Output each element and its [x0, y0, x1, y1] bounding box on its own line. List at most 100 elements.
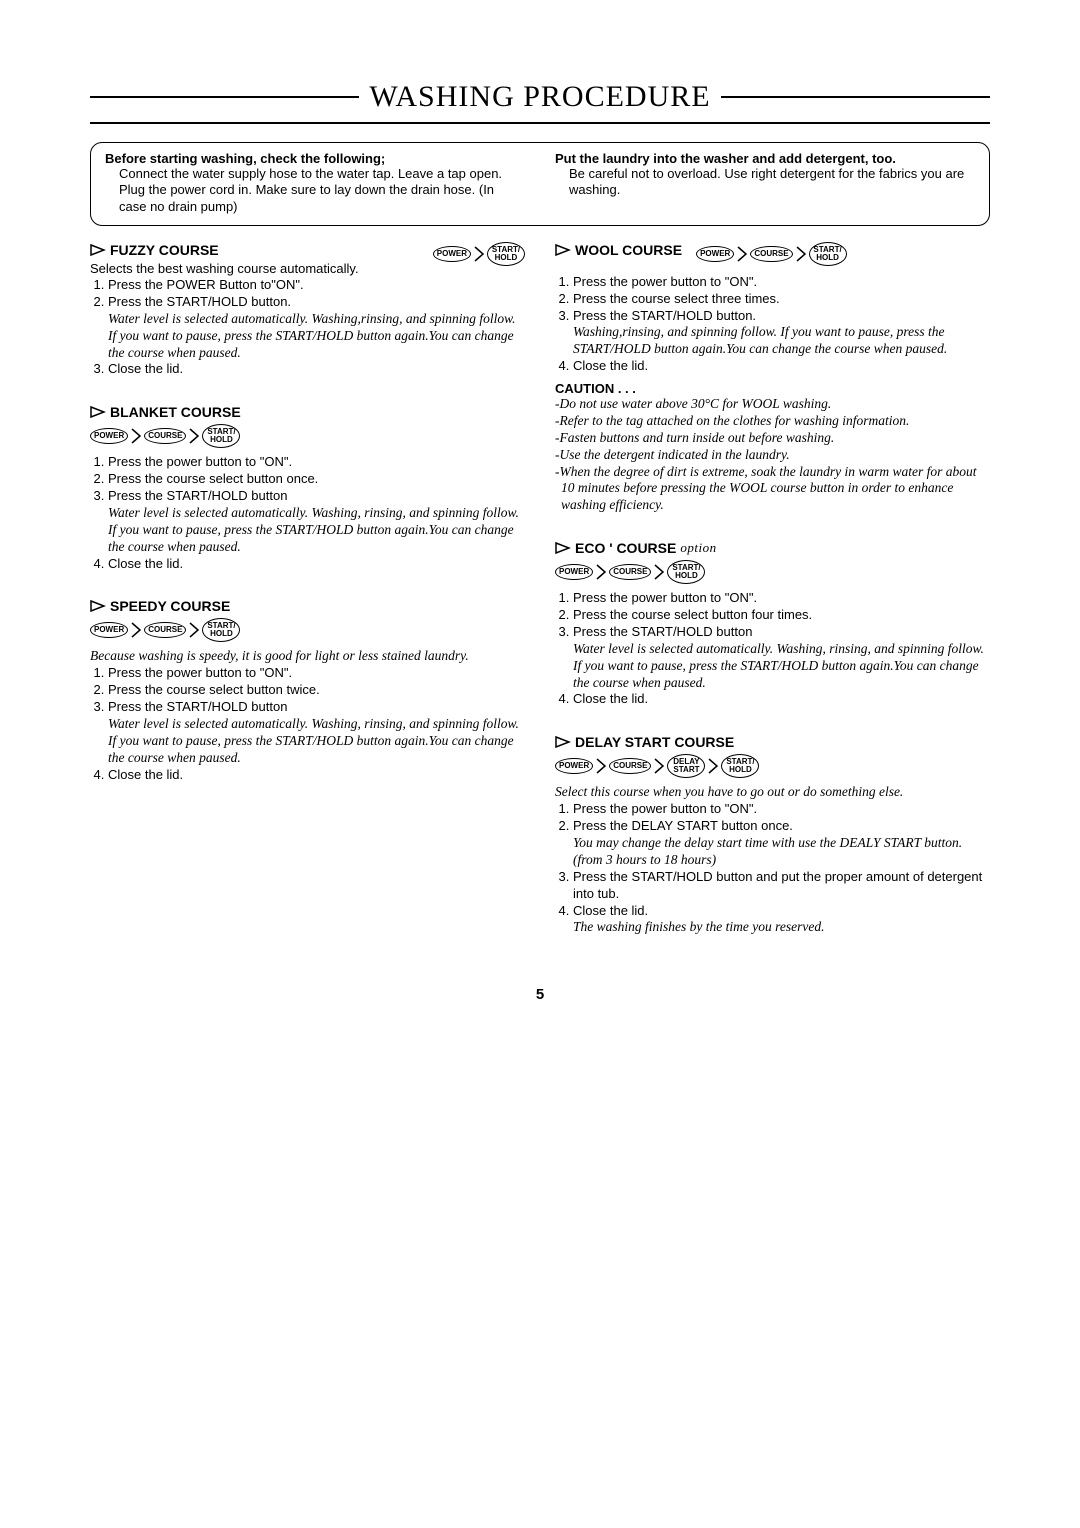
chevron-right-icon [90, 406, 106, 418]
speedy-steps: Press the power button to "ON". Press th… [90, 665, 525, 783]
delay-note4: The washing finishes by the time you res… [573, 919, 990, 936]
eco-steps: Press the power button to "ON". Press th… [555, 590, 990, 708]
eco-section: ECO ' COURSE option POWER COURSE START/H… [555, 540, 990, 708]
blanket-step1: Press the power button to "ON". [108, 454, 525, 471]
wool-c3: -Fasten buttons and turn inside out befo… [555, 430, 990, 447]
left-column: FUZZY COURSE Selects the best washing co… [90, 242, 525, 963]
blanket-title: BLANKET COURSE [110, 404, 241, 420]
rule-line-left [90, 96, 359, 98]
sh-l2: HOLD [671, 572, 701, 580]
eco-btnseq: POWER COURSE START/HOLD [555, 560, 990, 584]
start-hold-button: START/HOLD [667, 560, 705, 584]
wool-btnseq: POWER COURSE START/HOLD [696, 242, 846, 266]
speedy-step4: Close the lid. [108, 767, 525, 784]
delay-btnseq: POWER COURSE DELAYSTART START/HOLD [555, 754, 990, 778]
blanket-step4: Close the lid. [108, 556, 525, 573]
chevron-right-icon [90, 600, 106, 612]
delay-step4-text: Close the lid. [573, 903, 648, 918]
fuzzy-steps: Press the POWER Button to"ON". Press the… [90, 277, 525, 378]
start-hold-button: START/HOLD [202, 424, 240, 448]
delay-step2-text: Press the DELAY START button once. [573, 818, 793, 833]
speedy-step3: Press the START/HOLD button Water level … [108, 699, 525, 767]
sh-l2: HOLD [206, 630, 236, 638]
delay-start-button: DELAYSTART [667, 754, 705, 778]
delay-head: DELAY START COURSE [555, 734, 990, 750]
chevron-icon [189, 428, 199, 444]
power-button: POWER [555, 758, 593, 774]
fuzzy-step2-text: Press the START/HOLD button. [108, 294, 291, 309]
fuzzy-title: FUZZY COURSE [110, 242, 219, 258]
start-hold-button: START/HOLD [202, 618, 240, 642]
chevron-icon [737, 246, 747, 262]
chevron-icon [596, 564, 606, 580]
blanket-section: BLANKET COURSE POWER COURSE START/HOLD P… [90, 404, 525, 572]
wool-c5: -When the degree of dirt is extreme, soa… [555, 464, 990, 515]
chevron-icon [654, 758, 664, 774]
fuzzy-desc: Selects the best washing course automati… [90, 261, 419, 277]
chevron-icon [596, 758, 606, 774]
chevron-right-icon [555, 542, 571, 554]
delay-section: DELAY START COURSE POWER COURSE DELAYSTA… [555, 734, 990, 936]
page-title: WASHING PROCEDURE [369, 80, 710, 114]
prelude-right: Put the laundry into the washer and add … [555, 151, 975, 215]
delay-step1: Press the power button to "ON". [573, 801, 990, 818]
eco-step4: Close the lid. [573, 691, 990, 708]
course-button: COURSE [750, 246, 792, 262]
delay-title: DELAY START COURSE [575, 734, 734, 750]
chevron-icon [131, 428, 141, 444]
blanket-steps: Press the power button to "ON". Press th… [90, 454, 525, 572]
chevron-icon [708, 758, 718, 774]
rule-line-right [721, 96, 990, 98]
prelude-box: Before starting washing, check the follo… [90, 142, 990, 226]
wool-c2: -Refer to the tag attached on the clothe… [555, 413, 990, 430]
right-column: WOOL COURSE POWER COURSE START/HOLD Pres… [555, 242, 990, 963]
blanket-note: Water level is selected automatically. W… [108, 505, 525, 556]
chevron-icon [654, 564, 664, 580]
fuzzy-step3: Close the lid. [108, 361, 525, 378]
fuzzy-note: Water level is selected automatically. W… [108, 311, 525, 362]
wool-head: WOOL COURSE [555, 242, 682, 258]
sh-l2: HOLD [813, 254, 843, 262]
blanket-step2: Press the course select button once. [108, 471, 525, 488]
rule-bottom [90, 122, 990, 124]
power-button: POWER [90, 622, 128, 638]
start-hold-button: START/HOLD [487, 242, 525, 266]
prelude-right-body: Be careful not to overload. Use right de… [555, 166, 975, 199]
eco-step3-text: Press the START/HOLD button [573, 624, 752, 639]
course-button: COURSE [609, 564, 651, 580]
start-hold-button: START/HOLD [809, 242, 847, 266]
wool-steps: Press the power button to "ON". Press th… [555, 274, 990, 375]
speedy-title: SPEEDY COURSE [110, 598, 230, 614]
delay-step4: Close the lid. The washing finishes by t… [573, 903, 990, 937]
wool-note: Washing,rinsing, and spinning follow. If… [573, 324, 990, 358]
wool-step3-text: Press the START/HOLD button. [573, 308, 756, 323]
wool-section: WOOL COURSE POWER COURSE START/HOLD Pres… [555, 242, 990, 514]
delay-note2: You may change the delay start time with… [573, 835, 990, 869]
wool-step4: Close the lid. [573, 358, 990, 375]
sh-l2: HOLD [206, 436, 236, 444]
prelude-left: Before starting washing, check the follo… [105, 151, 525, 215]
chevron-icon [131, 622, 141, 638]
eco-option-badge: option [680, 540, 716, 556]
chevron-right-icon [90, 244, 106, 256]
power-button: POWER [555, 564, 593, 580]
blanket-step3: Press the START/HOLD button Water level … [108, 488, 525, 556]
eco-step1: Press the power button to "ON". [573, 590, 990, 607]
wool-caution-list: -Do not use water above 30°C for WOOL wa… [555, 396, 990, 514]
eco-note: Water level is selected automatically. W… [573, 641, 990, 692]
speedy-btnseq: POWER COURSE START/HOLD [90, 618, 525, 642]
speedy-step3-text: Press the START/HOLD button [108, 699, 287, 714]
dl-l2: START [671, 766, 701, 774]
course-button: COURSE [144, 428, 186, 444]
fuzzy-btnseq: POWER START/HOLD [433, 242, 525, 266]
fuzzy-step2: Press the START/HOLD button. Water level… [108, 294, 525, 362]
wool-head-row: WOOL COURSE POWER COURSE START/HOLD [555, 242, 990, 266]
fuzzy-head-row: FUZZY COURSE Selects the best washing co… [90, 242, 525, 277]
eco-step2: Press the course select button four time… [573, 607, 990, 624]
chevron-right-icon [555, 736, 571, 748]
sh-l2: HOLD [725, 766, 755, 774]
prelude-left-body: Connect the water supply hose to the wat… [105, 166, 525, 215]
fuzzy-step1: Press the POWER Button to"ON". [108, 277, 525, 294]
start-hold-button: START/HOLD [721, 754, 759, 778]
wool-step1: Press the power button to "ON". [573, 274, 990, 291]
